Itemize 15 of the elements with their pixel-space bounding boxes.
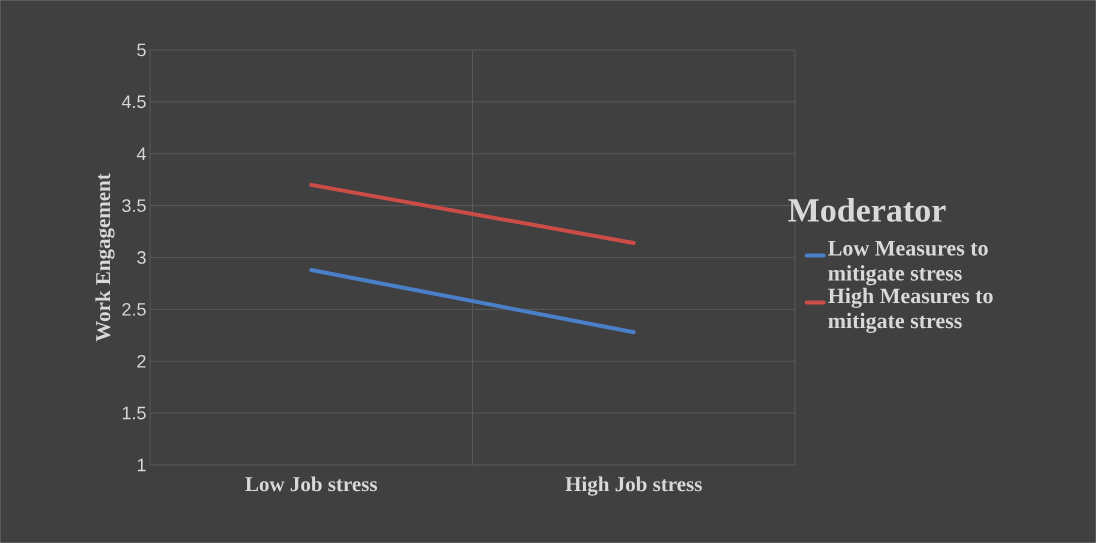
y-tick-label: 4.5 [121, 95, 146, 109]
y-tick-label: 1.5 [122, 406, 146, 420]
legend-title: Moderator [788, 197, 946, 222]
y-tick-label: 1 [137, 458, 146, 472]
y-tick-label: 4 [136, 147, 146, 160]
y-axis-title: Work Engagement [95, 173, 115, 342]
y-tick-label: 3.5 [122, 199, 146, 212]
legend-label: Low Measures to mitigate stress [828, 241, 988, 286]
x-tick-label: Low Job stress [245, 476, 378, 492]
y-tick-label: 2 [137, 354, 146, 368]
y-tick-label: 2.5 [122, 302, 146, 316]
y-tick-label: 5 [137, 43, 146, 57]
x-tick-label: High Job stress [565, 476, 702, 496]
y-tick-label: 3 [137, 251, 146, 264]
legend-label: High Measures to mitigate stress [828, 287, 993, 333]
